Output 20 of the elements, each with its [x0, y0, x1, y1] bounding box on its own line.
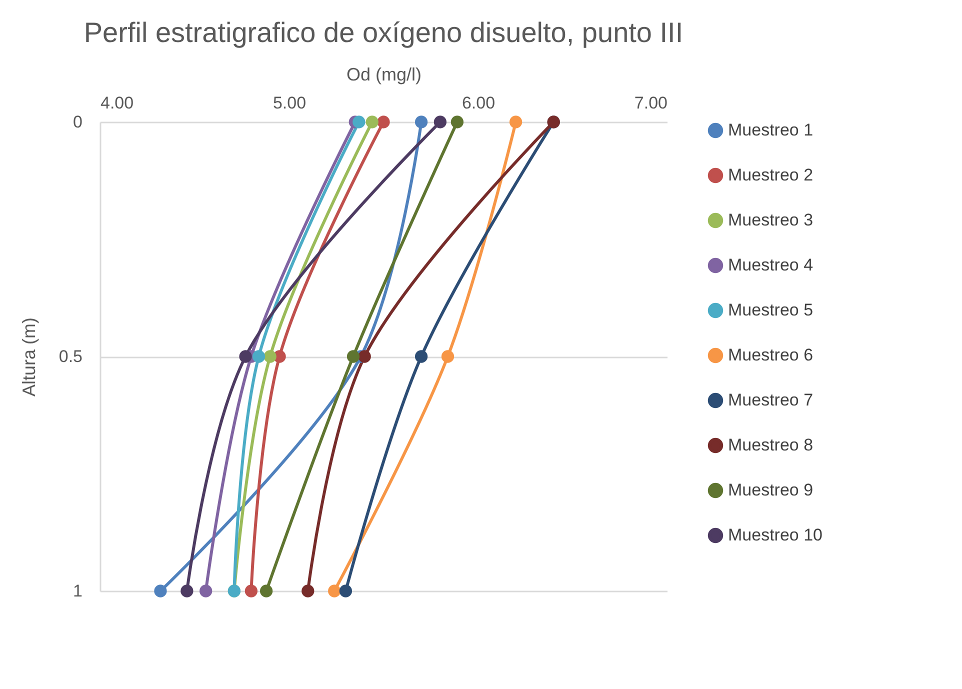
- legend-label: Muestreo 3: [728, 210, 814, 230]
- legend-label: Muestreo 6: [728, 346, 814, 364]
- y-tick-label: 0.5: [58, 347, 82, 366]
- y-tick-label: 0: [73, 112, 82, 132]
- x-axis-title: Od (mg/l): [346, 64, 422, 84]
- x-tick-label: 4.00: [100, 94, 134, 112]
- legend-label: Muestreo 9: [728, 480, 814, 500]
- legend-label: Muestreo 10: [728, 526, 822, 544]
- legend-label: Muestreo 5: [728, 300, 814, 320]
- legend-label: Muestreo 8: [728, 436, 814, 454]
- legend-label: Muestreo 7: [728, 390, 814, 410]
- y-tick-label: 1: [73, 582, 82, 600]
- legend-label: Muestreo 4: [728, 256, 814, 274]
- x-tick-label: 7.00: [634, 94, 668, 112]
- x-tick-label: 6.00: [462, 94, 496, 112]
- chart-title: Perfil estratigrafico de oxígeno disuelto, punto III: [84, 17, 684, 48]
- legend-label: Muestreo 2: [728, 166, 814, 184]
- x-tick-label: 5.00: [272, 94, 306, 112]
- y-axis-title: Altura (m): [18, 317, 39, 397]
- legend-label: Muestreo 1: [728, 120, 814, 140]
